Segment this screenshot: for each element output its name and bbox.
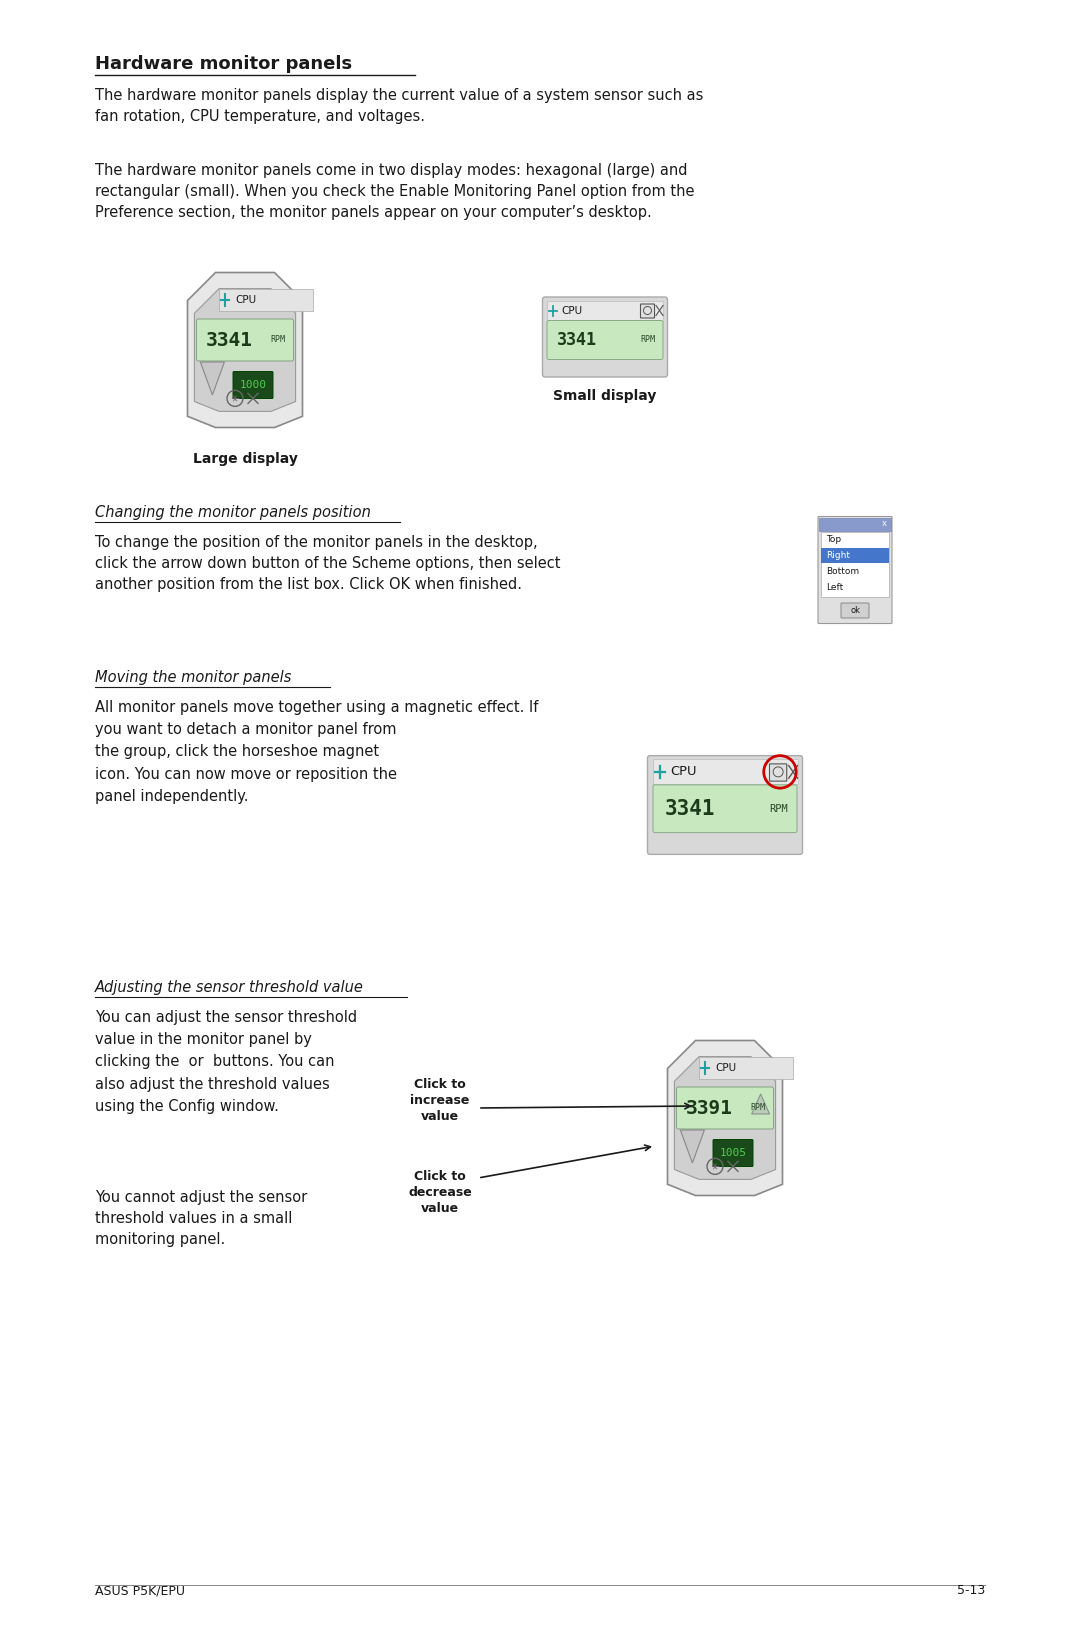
Text: x: x (882, 519, 887, 529)
Text: 3391: 3391 (686, 1098, 732, 1118)
Text: 5-13: 5-13 (957, 1585, 985, 1598)
Text: Top: Top (826, 535, 841, 543)
Text: ASUS P5K/EPU: ASUS P5K/EPU (95, 1585, 185, 1598)
Text: Large display: Large display (192, 452, 297, 465)
FancyBboxPatch shape (542, 298, 667, 377)
Text: CPU: CPU (235, 294, 256, 304)
Text: Bottom: Bottom (826, 566, 859, 576)
Text: 1000: 1000 (240, 381, 267, 390)
Text: ok: ok (850, 605, 860, 615)
Text: Adjusting the sensor threshold value: Adjusting the sensor threshold value (95, 979, 364, 996)
Text: 3341: 3341 (205, 330, 253, 350)
Polygon shape (194, 288, 296, 412)
Text: Left: Left (826, 582, 843, 592)
FancyBboxPatch shape (197, 319, 294, 361)
Text: 3341: 3341 (557, 330, 597, 350)
FancyBboxPatch shape (713, 1139, 753, 1167)
Text: Click to
decrease
value: Click to decrease value (408, 1170, 472, 1215)
FancyBboxPatch shape (821, 548, 889, 563)
Text: Click to
increase
value: Click to increase value (410, 1079, 470, 1123)
Text: Right: Right (826, 552, 850, 560)
FancyBboxPatch shape (546, 321, 663, 360)
Text: 1005: 1005 (719, 1149, 746, 1158)
Polygon shape (680, 1131, 704, 1163)
FancyBboxPatch shape (769, 763, 786, 781)
FancyBboxPatch shape (648, 755, 802, 854)
Text: 3341: 3341 (665, 799, 715, 818)
FancyBboxPatch shape (233, 371, 273, 399)
Text: RPM: RPM (640, 335, 654, 345)
Text: The hardware monitor panels come in two display modes: hexagonal (large) and
rec: The hardware monitor panels come in two … (95, 163, 694, 220)
Polygon shape (667, 1041, 783, 1196)
Text: CPU: CPU (561, 306, 582, 316)
Text: RPM: RPM (769, 804, 787, 814)
Text: CPU: CPU (670, 765, 697, 778)
Text: Small display: Small display (553, 389, 657, 403)
Polygon shape (752, 1093, 770, 1114)
Text: To change the position of the monitor panels in the desktop,
click the arrow dow: To change the position of the monitor pa… (95, 535, 561, 592)
Polygon shape (188, 272, 302, 428)
FancyBboxPatch shape (219, 288, 313, 311)
Text: Moving the monitor panels: Moving the monitor panels (95, 670, 292, 685)
Polygon shape (201, 361, 225, 395)
FancyBboxPatch shape (653, 784, 797, 833)
Text: RPM: RPM (271, 335, 285, 345)
FancyBboxPatch shape (821, 532, 889, 597)
Text: You can adjust the sensor threshold
value in the monitor panel by
clicking the  : You can adjust the sensor threshold valu… (95, 1010, 357, 1114)
Text: All monitor panels move together using a magnetic effect. If
you want to detach : All monitor panels move together using a… (95, 700, 538, 804)
FancyBboxPatch shape (819, 517, 891, 530)
Text: Changing the monitor panels position: Changing the monitor panels position (95, 504, 370, 521)
FancyBboxPatch shape (652, 760, 797, 784)
Polygon shape (674, 1056, 775, 1180)
FancyBboxPatch shape (546, 301, 663, 321)
Text: RPM: RPM (751, 1103, 766, 1113)
FancyBboxPatch shape (699, 1056, 793, 1079)
FancyBboxPatch shape (640, 304, 654, 317)
Text: The hardware monitor panels display the current value of a system sensor such as: The hardware monitor panels display the … (95, 88, 703, 124)
FancyBboxPatch shape (818, 516, 892, 623)
FancyBboxPatch shape (676, 1087, 773, 1129)
Text: CPU: CPU (715, 1062, 737, 1072)
FancyBboxPatch shape (841, 604, 869, 618)
Text: Hardware monitor panels: Hardware monitor panels (95, 55, 352, 73)
Text: You cannot adjust the sensor
threshold values in a small
monitoring panel.: You cannot adjust the sensor threshold v… (95, 1189, 307, 1246)
